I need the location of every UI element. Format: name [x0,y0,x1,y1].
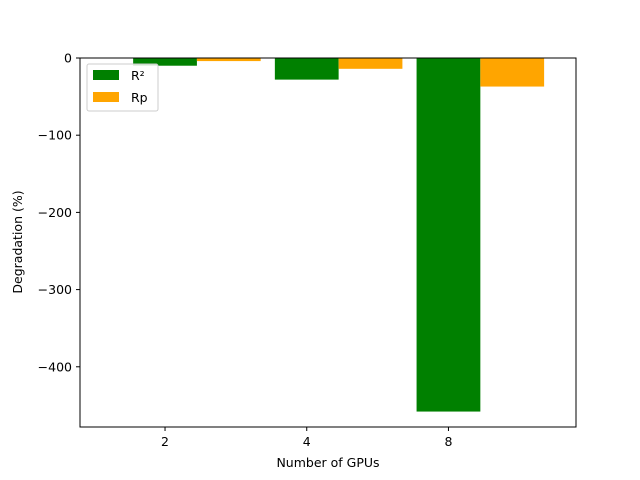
x-axis-ticks: 2 4 8 [161,427,452,449]
x-tick-label: 2 [161,434,169,449]
legend-swatch-rp [93,92,119,102]
legend-label-r2: R² [131,68,145,83]
legend: R² Rp [86,63,159,112]
bar-rp-2 [196,58,261,62]
y-axis-label: Degradation (%) [10,190,25,293]
bar-rp-8 [480,58,545,87]
y-tick-label: −400 [38,359,72,374]
y-axis-ticks: 0 −100 −200 −300 −400 [38,51,80,374]
x-tick-label: 8 [444,434,452,449]
y-tick-label: 0 [64,51,72,66]
x-tick-label: 4 [303,434,311,449]
bar-r2-2 [133,58,197,66]
y-tick-label: −100 [38,128,72,143]
bar-rp-4 [338,58,403,69]
bars-group [133,58,545,412]
x-axis-label: Number of GPUs [276,455,379,470]
legend-label-rp: Rp [131,90,148,105]
plot-frame [79,57,577,428]
legend-swatch-r2 [93,70,119,80]
bar-r2-4 [274,58,339,80]
y-tick-label: −200 [38,205,72,220]
y-tick-label: −300 [38,282,72,297]
bar-r2-8 [416,58,481,412]
